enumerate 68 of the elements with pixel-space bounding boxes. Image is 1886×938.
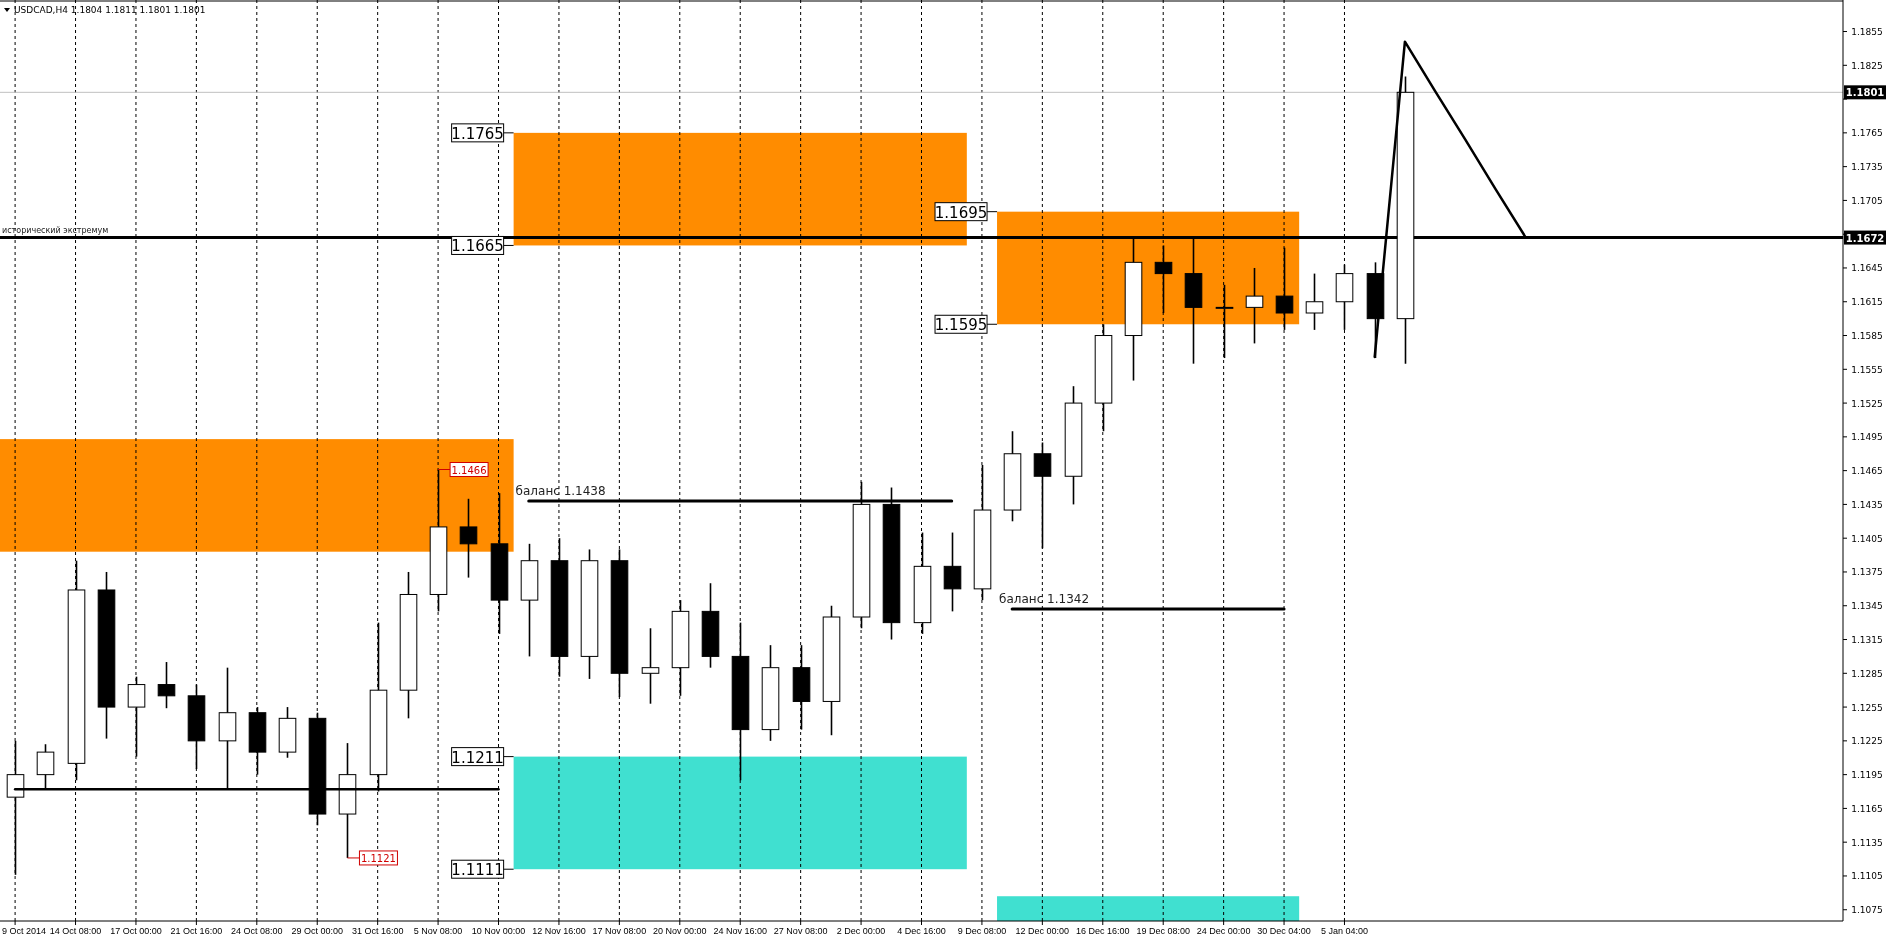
- annotation: 1.1121: [360, 852, 396, 864]
- candlestick: [1245, 267, 1264, 345]
- y-tick-label: 1.1255: [1851, 702, 1883, 713]
- x-tick-label: 12 Nov 16:00: [532, 926, 586, 936]
- y-tick-label: 1.1375: [1851, 567, 1883, 578]
- x-tick-label: 16 Dec 16:00: [1076, 926, 1130, 936]
- y-tick-label: 1.1525: [1851, 398, 1883, 409]
- annotation: 1.1211: [451, 748, 504, 767]
- y-tick-label: 1.1285: [1851, 668, 1883, 679]
- x-tick-label: 9 Dec 08:00: [957, 926, 1007, 936]
- y-tick-label: 1.1225: [1851, 736, 1883, 747]
- x-tick-label: 19 Dec 08:00: [1136, 926, 1190, 936]
- annotation: 1.1665: [451, 237, 504, 256]
- x-tick-label: 27 Nov 08:00: [773, 926, 828, 936]
- y-tick-label: 1.1405: [1851, 533, 1883, 544]
- y-tick-label: 1.1075: [1851, 905, 1883, 916]
- x-tick-label: 24 Oct 08:00: [231, 926, 283, 936]
- y-tick-label: 1.1855: [1851, 27, 1883, 38]
- y-tick-label: 1.1195: [1851, 770, 1883, 781]
- y-tick-label: 1.1345: [1851, 601, 1883, 612]
- x-tick-label: 9 Oct 2014: [1, 926, 47, 936]
- x-tick-label: 10 Nov 00:00: [471, 926, 526, 936]
- chart-title: USDCAD,H4 1.1804 1.1811 1.1801 1.1801: [14, 5, 206, 15]
- annotation: 1.1801: [1845, 87, 1885, 99]
- x-tick-label: 24 Nov 16:00: [713, 926, 767, 936]
- candlestick: [157, 661, 176, 709]
- x-tick-label: 4 Dec 16:00: [897, 926, 946, 936]
- y-tick-label: 1.1555: [1851, 364, 1883, 375]
- y-tick-label: 1.1435: [1851, 499, 1883, 510]
- candlestick: [459, 497, 478, 579]
- y-tick-label: 1.1105: [1851, 871, 1883, 882]
- y-tick-label: 1.1315: [1851, 635, 1883, 646]
- x-tick-label: 21 Oct 16:00: [170, 926, 223, 936]
- y-tick-label: 1.1825: [1851, 60, 1883, 71]
- y-tick-label: 1.1165: [1851, 803, 1883, 814]
- annotation: 1.1466: [451, 464, 487, 476]
- annotation: 1.1595: [934, 316, 988, 335]
- candlestick: [641, 627, 660, 705]
- x-tick-label: 17 Oct 00:00: [110, 926, 162, 936]
- y-tick-label: 1.1585: [1851, 331, 1883, 342]
- annotation: 1.1111: [451, 861, 504, 880]
- x-tick-label: 5 Nov 08:00: [413, 926, 463, 936]
- x-tick-label: 24 Dec 00:00: [1196, 926, 1251, 936]
- annotation: 1.1672: [1845, 232, 1885, 244]
- x-tick-label: 14 Oct 08:00: [49, 926, 102, 936]
- candlestick: [943, 531, 962, 613]
- y-tick-label: 1.1765: [1851, 128, 1883, 139]
- x-tick-label: 31 Oct 16:00: [351, 926, 404, 936]
- x-tick-label: 20 Nov 00:00: [653, 926, 707, 936]
- ref-line-label: исторический экстремум: [2, 225, 109, 235]
- series-label: баланс 1.1342: [999, 592, 1090, 607]
- x-tick-label: 30 Dec 04:00: [1257, 926, 1311, 936]
- x-tick-label: 12 Dec 00:00: [1015, 926, 1070, 936]
- x-tick-label: 2 Dec 00:00: [836, 926, 886, 936]
- annotation: 1.1695: [934, 203, 988, 222]
- y-tick-label: 1.1495: [1851, 432, 1883, 443]
- x-tick-label: 5 Jan 04:00: [1320, 926, 1369, 936]
- candlestick: [1305, 272, 1324, 331]
- y-tick-label: 1.1705: [1851, 195, 1883, 206]
- annotation: 1.1765: [451, 124, 504, 143]
- series-label: баланс 1.1438: [515, 484, 606, 499]
- y-tick-label: 1.1615: [1851, 297, 1883, 308]
- x-tick-label: 17 Nov 08:00: [592, 926, 647, 936]
- y-tick-label: 1.1135: [1851, 837, 1883, 848]
- y-tick-label: 1.1465: [1851, 466, 1883, 477]
- y-tick-label: 1.1735: [1851, 162, 1883, 173]
- y-tick-label: 1.1645: [1851, 263, 1883, 274]
- x-tick-label: 29 Oct 00:00: [291, 926, 344, 936]
